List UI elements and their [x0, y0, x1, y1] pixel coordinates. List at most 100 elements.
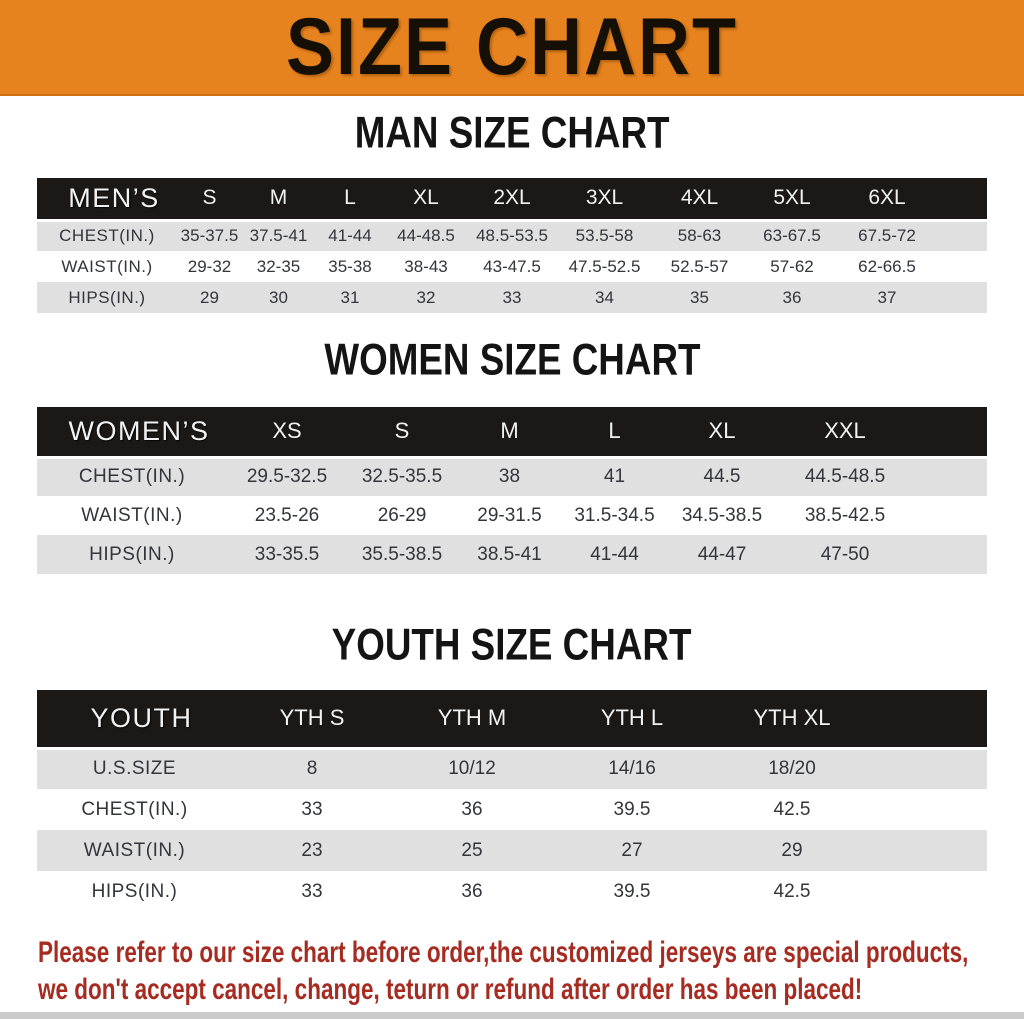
size-cell: 25 — [461, 839, 483, 861]
row-label: HIPS(IN.) — [68, 287, 146, 307]
youth-header-row: YOUTH YTH S YTH M YTH L YTH XL — [37, 690, 987, 750]
size-cell: 32-35 — [256, 256, 301, 276]
size-cell: 31.5-34.5 — [574, 504, 655, 526]
row-label: WAIST(IN.) — [61, 256, 153, 276]
bottom-divider — [0, 1012, 1024, 1019]
man-header-row: MEN’S S M L XL 2XL 3XL 4XL 5XL 6XL — [37, 178, 987, 222]
man-section-title-text: MAN SIZE CHART — [354, 108, 670, 158]
youth-ussize-row: U.S.SIZE 8 10/12 14/16 18/20 — [37, 748, 987, 789]
women-waist-row: WAIST(IN.) 23.5-26 26-29 29-31.5 31.5-34… — [37, 496, 987, 535]
size-cell: 47-50 — [820, 543, 870, 565]
size-cell: 41-44 — [590, 543, 639, 565]
youth-section-title: YOUTH SIZE CHART — [0, 620, 1024, 670]
man-waist-row: WAIST(IN.) 29-32 32-35 35-38 38-43 43-47… — [37, 251, 987, 282]
column-header: YTH M — [392, 690, 552, 750]
man-size-table: MEN’S S M L XL 2XL 3XL 4XL 5XL 6XL CHEST… — [37, 178, 987, 313]
disclaimer-line-2: we don't accept cancel, change, teturn o… — [38, 973, 863, 1006]
size-cell: 36 — [461, 798, 483, 820]
youth-size-table: YOUTH YTH S YTH M YTH L YTH XL U.S.SIZE … — [37, 690, 987, 912]
size-cell: 58-63 — [677, 226, 722, 246]
size-cell: 29-31.5 — [477, 504, 542, 526]
size-cell: 48.5-53.5 — [476, 226, 548, 246]
size-cell: 44-47 — [697, 543, 747, 565]
column-header: YTH S — [232, 690, 392, 750]
size-cell: 39.5 — [613, 798, 651, 820]
youth-waist-row: WAIST(IN.) 23 25 27 29 — [37, 830, 987, 871]
size-cell: 26-29 — [377, 504, 427, 526]
man-size-chart-section: MAN SIZE CHART MEN’S S M L XL 2XL 3XL 4X… — [0, 108, 1024, 313]
size-cell: 34 — [595, 287, 614, 307]
column-header: M — [242, 178, 315, 222]
column-header: 4XL — [652, 178, 747, 222]
man-chest-row: CHEST(IN.) 35-37.5 37.5-41 41-44 44-48.5… — [37, 220, 987, 251]
women-section-title: WOMEN SIZE CHART — [0, 335, 1024, 384]
size-cell: 35 — [690, 287, 709, 307]
size-cell: 41-44 — [328, 226, 372, 246]
man-hips-row: HIPS(IN.) 29 30 31 32 33 34 35 36 37 — [37, 282, 987, 313]
size-cell: 62-66.5 — [858, 256, 916, 276]
size-cell: 27 — [621, 839, 643, 861]
size-cell: 38 — [498, 466, 521, 488]
women-hips-row: HIPS(IN.) 33-35.5 35.5-38.5 38.5-41 41-4… — [37, 535, 987, 574]
size-cell: 31 — [340, 287, 360, 307]
column-header: XL — [667, 407, 777, 459]
size-cell: 38.5-42.5 — [804, 504, 886, 526]
size-cell: 35.5-38.5 — [361, 543, 443, 565]
size-cell: 32.5-35.5 — [361, 466, 443, 488]
youth-section-title-text: YOUTH SIZE CHART — [332, 620, 692, 670]
column-header: S — [347, 407, 457, 459]
size-cell: 37 — [877, 287, 897, 307]
size-cell: 37.5-41 — [249, 226, 308, 246]
column-header-mens: MEN’S — [37, 178, 177, 222]
size-cell: 67.5-72 — [858, 226, 916, 246]
size-cell: 34.5-38.5 — [681, 504, 763, 526]
size-cell: 23.5-26 — [254, 504, 320, 526]
column-header: YTH L — [552, 690, 712, 750]
size-cell: 57-62 — [770, 256, 814, 276]
size-cell: 29 — [200, 287, 219, 307]
size-cell: 38-43 — [404, 256, 448, 276]
size-cell: 33-35.5 — [254, 543, 320, 565]
column-header: XS — [227, 407, 347, 459]
size-cell: 32 — [416, 287, 436, 307]
size-cell: 43-47.5 — [483, 256, 541, 276]
size-cell: 29 — [781, 839, 803, 861]
column-header: 3XL — [557, 178, 652, 222]
size-cell: 33 — [301, 880, 323, 902]
size-cell: 35-38 — [328, 256, 372, 276]
youth-chest-row: CHEST(IN.) 33 36 39.5 42.5 — [37, 789, 987, 830]
women-size-table: WOMEN’S XS S M L XL XXL CHEST(IN.) 29.5-… — [37, 407, 987, 574]
column-header: L — [315, 178, 385, 222]
column-header-womens: WOMEN’S — [37, 407, 227, 459]
row-label: CHEST(IN.) — [78, 466, 186, 488]
banner: SIZE CHART — [0, 0, 1024, 96]
column-header: XL — [385, 178, 467, 222]
size-cell: 29-32 — [187, 256, 232, 276]
size-cell: 35-37.5 — [180, 226, 239, 246]
women-size-chart-section: WOMEN SIZE CHART WOMEN’S XS S M L XL XXL — [0, 335, 1024, 574]
row-label: CHEST(IN.) — [81, 798, 188, 820]
column-header: 5XL — [747, 178, 837, 222]
row-label: U.S.SIZE — [92, 758, 177, 780]
size-cell: 41 — [603, 466, 626, 488]
size-cell: 42.5 — [773, 880, 811, 902]
column-header: XXL — [777, 407, 987, 459]
disclaimer: Please refer to our size chart before or… — [0, 934, 1024, 1008]
size-cell: 18/20 — [768, 758, 816, 780]
size-cell: 33 — [301, 798, 323, 820]
size-cell: 10/12 — [448, 758, 496, 780]
size-cell: 38.5-41 — [477, 543, 542, 565]
size-cell: 39.5 — [613, 880, 651, 902]
youth-hips-row: HIPS(IN.) 33 36 39.5 42.5 — [37, 871, 987, 912]
size-cell: 53.5-58 — [575, 226, 634, 246]
women-chest-row: CHEST(IN.) 29.5-32.5 32.5-35.5 38 41 44.… — [37, 457, 987, 496]
size-cell: 8 — [306, 758, 318, 780]
page-title: SIZE CHART — [286, 2, 738, 92]
row-label: WAIST(IN.) — [83, 839, 186, 861]
size-cell: 33 — [502, 287, 522, 307]
row-label: HIPS(IN.) — [91, 880, 178, 902]
column-header: 2XL — [467, 178, 557, 222]
size-cell: 23 — [301, 839, 323, 861]
size-cell: 36 — [782, 287, 802, 307]
